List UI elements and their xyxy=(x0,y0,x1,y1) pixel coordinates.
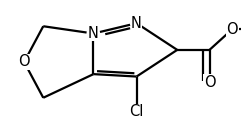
Text: N: N xyxy=(88,26,99,41)
Text: Cl: Cl xyxy=(129,104,144,119)
Text: O: O xyxy=(227,22,238,37)
Text: O: O xyxy=(18,55,30,69)
Text: O: O xyxy=(204,75,215,90)
Text: N: N xyxy=(131,16,142,31)
